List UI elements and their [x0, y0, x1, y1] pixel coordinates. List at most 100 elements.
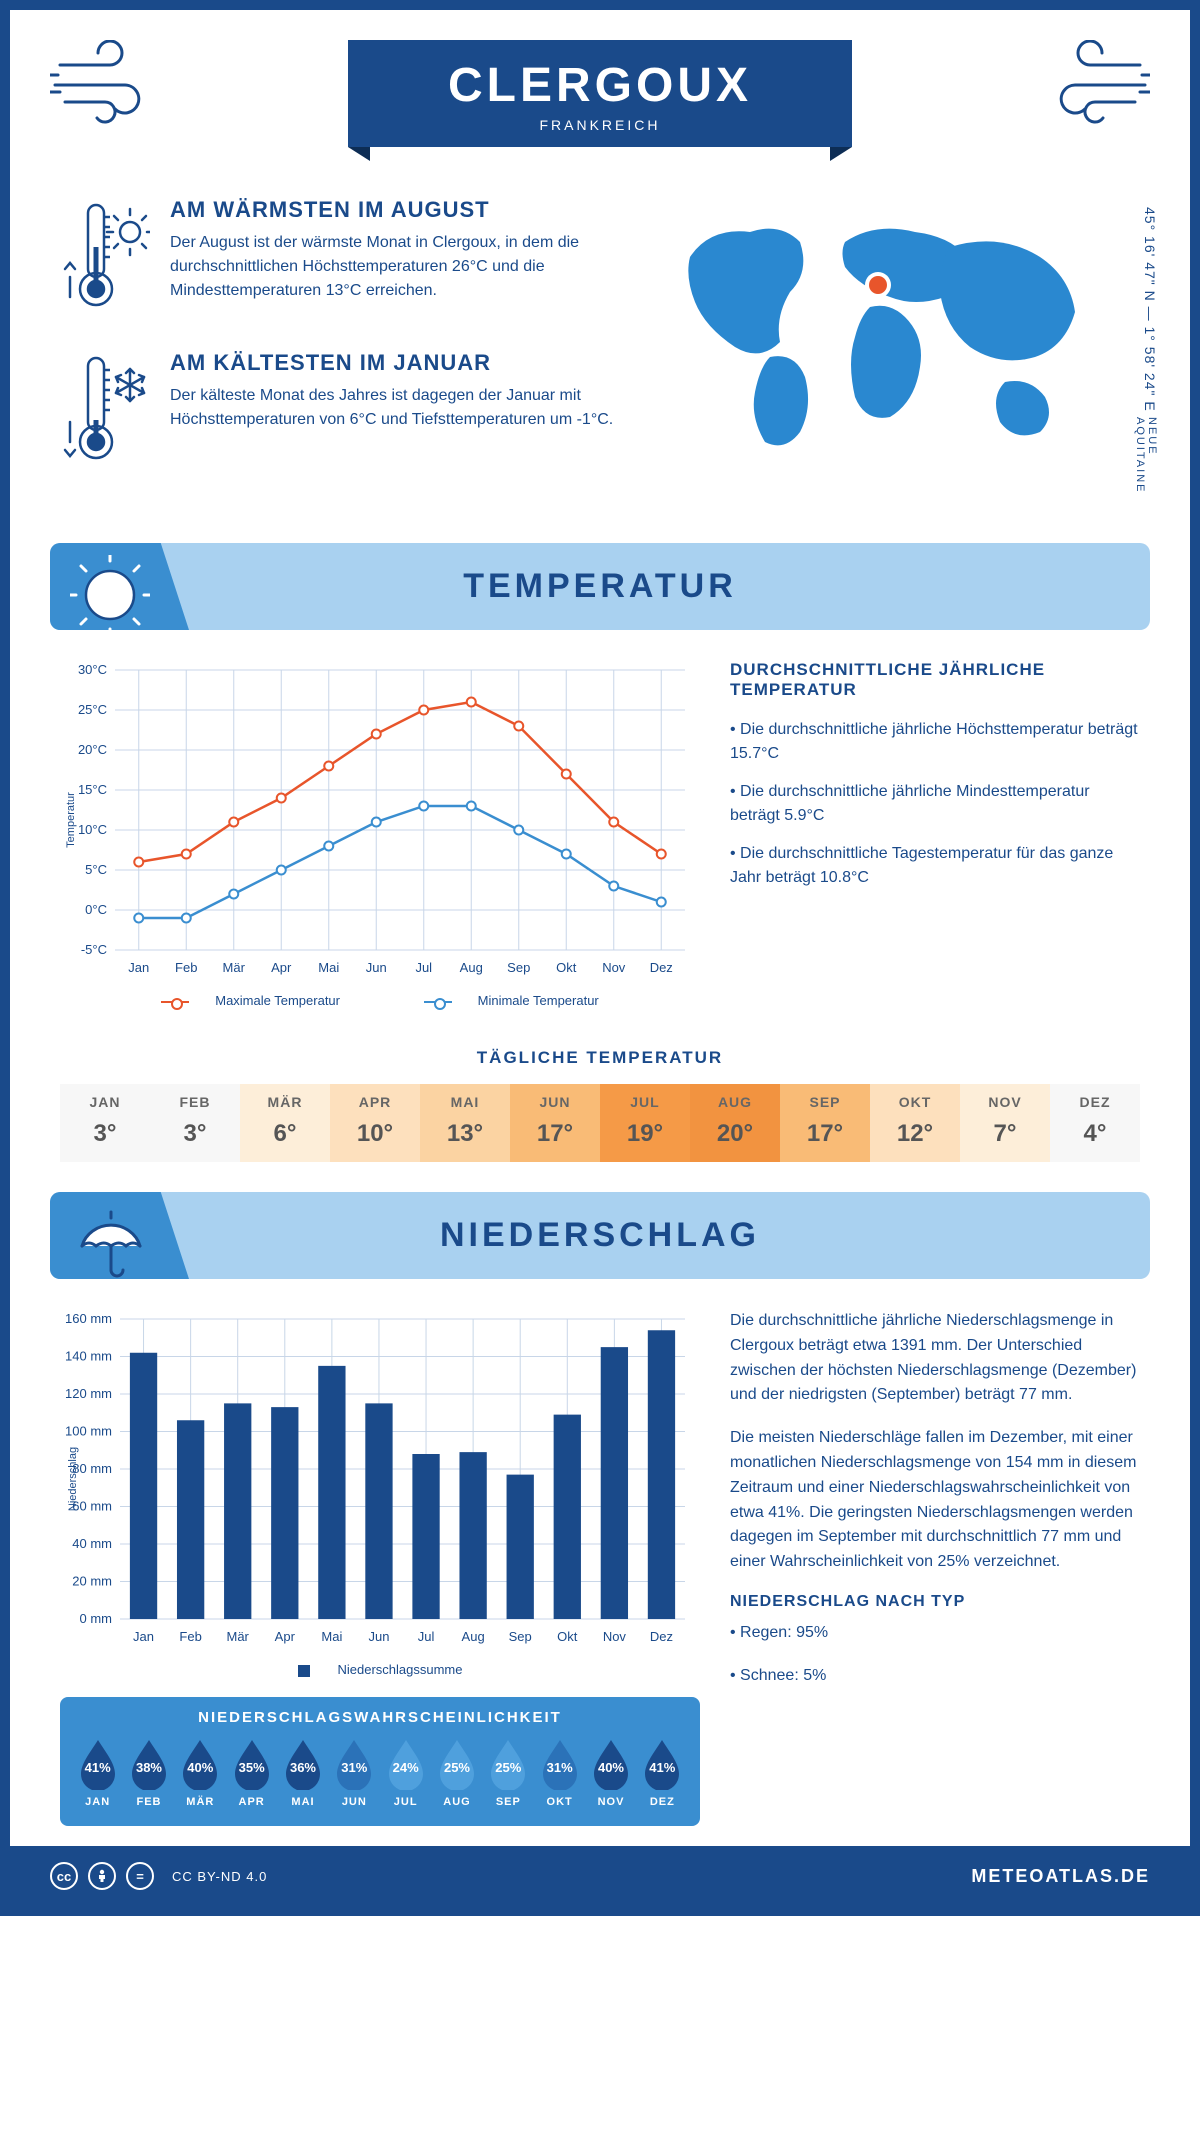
precip-snow: • Schnee: 5%: [730, 1664, 1140, 1689]
svg-text:15°C: 15°C: [78, 782, 107, 797]
svg-text:20 mm: 20 mm: [72, 1574, 112, 1589]
prob-drop: 31%OKT: [536, 1738, 583, 1808]
daily-cell: AUG20°: [690, 1084, 780, 1162]
daily-cell: JAN3°: [60, 1084, 150, 1162]
precipitation-bar-chart: 0 mm20 mm40 mm60 mm80 mm100 mm120 mm140 …: [60, 1309, 700, 1677]
temp-bullet-1: • Die durchschnittliche jährliche Höchst…: [730, 718, 1140, 766]
chart-legend: Maximale Temperatur Minimale Temperatur: [60, 993, 700, 1008]
temp-info-title: DURCHSCHNITTLICHE JÄHRLICHE TEMPERATUR: [730, 660, 1140, 700]
svg-text:Apr: Apr: [275, 1629, 296, 1644]
cc-icon: cc: [50, 1862, 78, 1890]
svg-text:120 mm: 120 mm: [65, 1386, 112, 1401]
legend-min: Minimale Temperatur: [478, 993, 599, 1008]
svg-text:Niederschlag: Niederschlag: [67, 1447, 79, 1511]
prob-drop: 25%SEP: [485, 1738, 532, 1808]
svg-text:Jan: Jan: [128, 960, 149, 975]
intro-section: AM WÄRMSTEN IM AUGUST Der August ist der…: [10, 167, 1190, 523]
footer: cc = CC BY-ND 4.0 METEOATLAS.DE: [10, 1846, 1190, 1906]
svg-text:Okt: Okt: [556, 960, 577, 975]
world-map-icon: [660, 197, 1100, 457]
daily-cell: MAI13°: [420, 1084, 510, 1162]
prob-drop: 35%APR: [228, 1738, 275, 1808]
temperature-section-header: TEMPERATUR: [50, 543, 1150, 630]
thermometer-hot-icon: [60, 197, 150, 322]
temperature-info: DURCHSCHNITTLICHE JÄHRLICHE TEMPERATUR •…: [730, 660, 1140, 1008]
precip-type-title: NIEDERSCHLAG NACH TYP: [730, 1593, 1140, 1611]
temperature-line-chart: -5°C0°C5°C10°C15°C20°C25°C30°CJanFebMärA…: [60, 660, 700, 1008]
svg-text:Dez: Dez: [650, 1629, 673, 1644]
svg-text:10°C: 10°C: [78, 822, 107, 837]
prob-drop: 25%AUG: [433, 1738, 480, 1808]
daily-temperature-table: JAN3°FEB3°MÄR6°APR10°MAI13°JUN17°JUL19°A…: [60, 1084, 1140, 1162]
daily-cell: OKT12°: [870, 1084, 960, 1162]
daily-cell: FEB3°: [150, 1084, 240, 1162]
svg-text:100 mm: 100 mm: [65, 1424, 112, 1439]
daily-cell: APR10°: [330, 1084, 420, 1162]
by-icon: [88, 1862, 116, 1890]
svg-text:Mai: Mai: [318, 960, 339, 975]
svg-text:Jan: Jan: [133, 1629, 154, 1644]
warmest-title: AM WÄRMSTEN IM AUGUST: [170, 197, 620, 223]
daily-cell: NOV7°: [960, 1084, 1050, 1162]
svg-text:25°C: 25°C: [78, 702, 107, 717]
prob-drop: 24%JUL: [382, 1738, 429, 1808]
daily-cell: SEP17°: [780, 1084, 870, 1162]
svg-text:160 mm: 160 mm: [65, 1311, 112, 1326]
wind-icon: [50, 40, 170, 135]
country-name: FRANKREICH: [448, 117, 752, 133]
svg-text:Jun: Jun: [368, 1629, 389, 1644]
svg-text:Temperatur: Temperatur: [65, 792, 77, 848]
precip-rain: • Regen: 95%: [730, 1621, 1140, 1646]
warmest-text: Der August ist der wärmste Monat in Cler…: [170, 231, 620, 303]
precip-para-2: Die meisten Niederschläge fallen im Deze…: [730, 1426, 1140, 1575]
svg-text:Sep: Sep: [507, 960, 530, 975]
svg-text:20°C: 20°C: [78, 742, 107, 757]
precip-legend: Niederschlagssumme: [60, 1662, 700, 1677]
region-label: NEUE AQUITAINE: [1134, 417, 1158, 503]
precipitation-info: Die durchschnittliche jährliche Niedersc…: [730, 1309, 1140, 1826]
nd-icon: =: [126, 1862, 154, 1890]
svg-text:Aug: Aug: [460, 960, 483, 975]
svg-text:Mai: Mai: [321, 1629, 342, 1644]
daily-cell: MÄR6°: [240, 1084, 330, 1162]
umbrella-icon: [70, 1204, 150, 1279]
svg-text:40 mm: 40 mm: [72, 1536, 112, 1551]
daily-temp-title: TÄGLICHE TEMPERATUR: [10, 1048, 1190, 1068]
svg-text:-5°C: -5°C: [81, 942, 107, 957]
prob-drop: 31%JUN: [331, 1738, 378, 1808]
sun-icon: [70, 555, 150, 630]
svg-text:Aug: Aug: [462, 1629, 485, 1644]
temp-bullet-2: • Die durchschnittliche jährliche Mindes…: [730, 780, 1140, 828]
license-text: CC BY-ND 4.0: [172, 1869, 267, 1884]
svg-text:Apr: Apr: [271, 960, 292, 975]
svg-text:0 mm: 0 mm: [80, 1611, 113, 1626]
legend-max: Maximale Temperatur: [215, 993, 340, 1008]
prob-drop: 38%FEB: [125, 1738, 172, 1808]
svg-text:Jul: Jul: [418, 1629, 435, 1644]
daily-cell: DEZ4°: [1050, 1084, 1140, 1162]
prob-drop: 36%MAI: [279, 1738, 326, 1808]
wind-icon: [1030, 40, 1150, 135]
svg-text:0°C: 0°C: [85, 902, 107, 917]
svg-text:Dez: Dez: [650, 960, 673, 975]
temp-bullet-3: • Die durchschnittliche Tagestemperatur …: [730, 842, 1140, 890]
svg-text:5°C: 5°C: [85, 862, 107, 877]
header: CLERGOUX FRANKREICH: [10, 10, 1190, 167]
title-banner: CLERGOUX FRANKREICH: [348, 40, 852, 147]
prob-title: NIEDERSCHLAGSWAHRSCHEINLICHKEIT: [74, 1709, 686, 1726]
svg-text:Jul: Jul: [415, 960, 432, 975]
precipitation-section-header: NIEDERSCHLAG: [50, 1192, 1150, 1279]
coordinates: 45° 16' 47" N — 1° 58' 24" E: [1142, 207, 1158, 412]
precip-legend-label: Niederschlagssumme: [338, 1662, 463, 1677]
warmest-fact: AM WÄRMSTEN IM AUGUST Der August ist der…: [60, 197, 620, 322]
precipitation-probability-box: NIEDERSCHLAGSWAHRSCHEINLICHKEIT 41%JAN38…: [60, 1697, 700, 1826]
svg-text:Okt: Okt: [557, 1629, 578, 1644]
thermometer-cold-icon: [60, 350, 150, 475]
city-name: CLERGOUX: [448, 58, 752, 113]
svg-text:Jun: Jun: [366, 960, 387, 975]
site-name: METEOATLAS.DE: [971, 1866, 1150, 1887]
svg-text:Nov: Nov: [603, 1629, 627, 1644]
coldest-text: Der kälteste Monat des Jahres ist dagege…: [170, 384, 620, 432]
daily-cell: JUL19°: [600, 1084, 690, 1162]
coldest-title: AM KÄLTESTEN IM JANUAR: [170, 350, 620, 376]
